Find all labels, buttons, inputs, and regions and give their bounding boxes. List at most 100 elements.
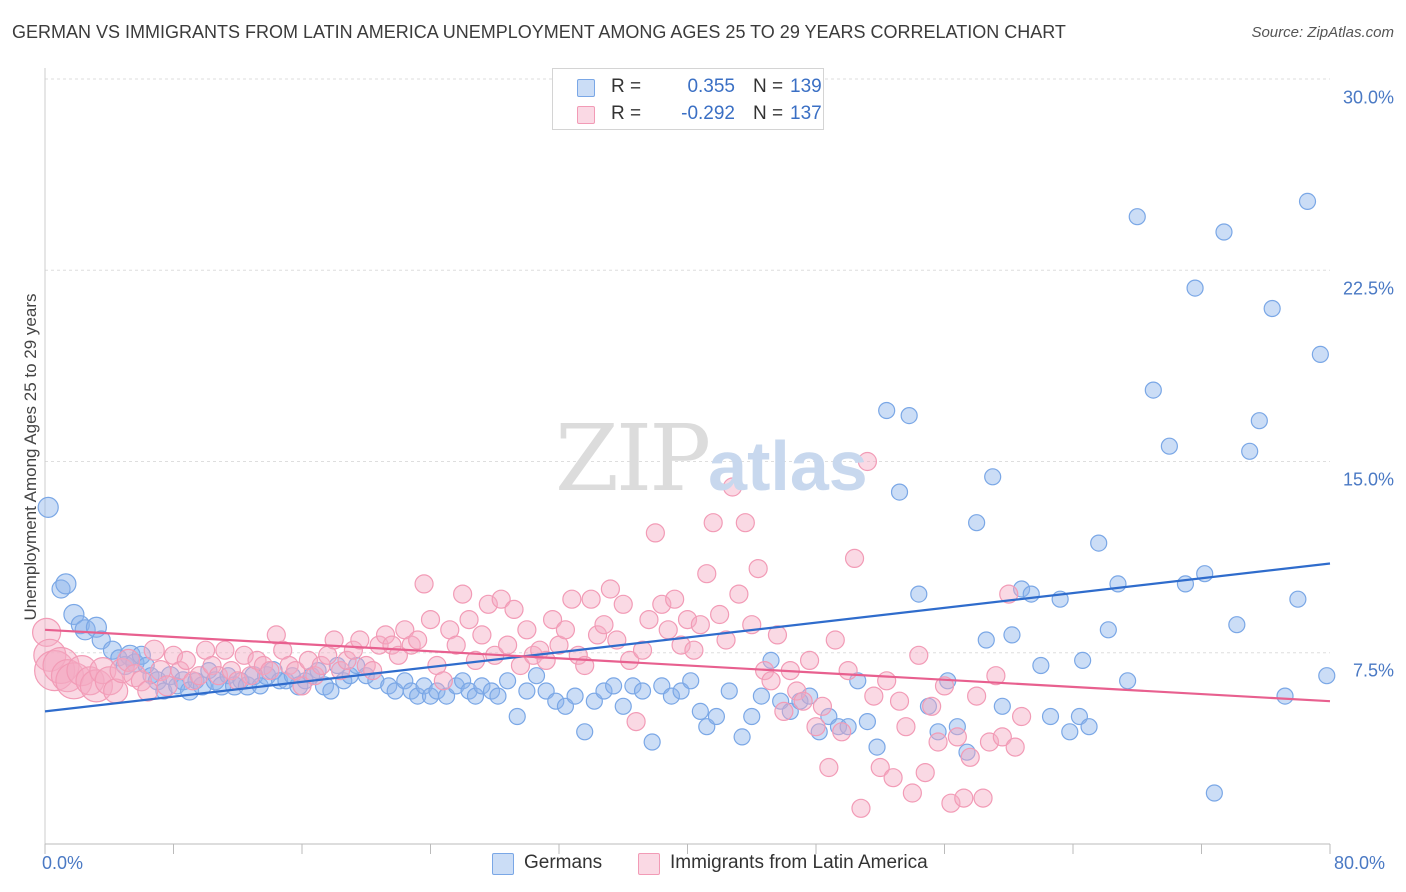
immigrant-point: [208, 666, 229, 686]
german-point: [508, 707, 526, 726]
german-point: [518, 682, 536, 700]
german-point: [605, 677, 623, 695]
german-point: [499, 672, 517, 690]
immigrant-point: [774, 701, 794, 722]
german-point: [614, 697, 632, 715]
german-point: [37, 496, 59, 518]
german-point: [466, 687, 485, 705]
immigrant-point: [109, 657, 135, 684]
chart-source: Source: ZipAtlas.com: [1251, 24, 1394, 41]
immigrant-point: [311, 655, 331, 676]
german-point: [1205, 784, 1223, 802]
legend-r-value: 0.355: [687, 76, 735, 97]
x-tick-label: 80.0%: [1334, 853, 1386, 873]
immigrant-point: [838, 660, 858, 681]
german-point: [643, 733, 661, 751]
german-point: [595, 682, 613, 700]
immigrant-point: [375, 625, 396, 645]
german-point: [1241, 442, 1259, 460]
immigrant-point: [536, 650, 556, 671]
german-point: [720, 682, 738, 700]
german-point: [1318, 667, 1336, 685]
german-point: [752, 687, 770, 705]
immigrant-point: [620, 650, 640, 671]
german-point: [527, 667, 546, 685]
immigrant-point: [832, 722, 852, 742]
immigrant-point: [143, 639, 165, 661]
german-point: [707, 707, 726, 726]
immigrant-point: [915, 762, 935, 783]
immigrant-point: [999, 584, 1019, 604]
immigrant-point: [600, 579, 621, 599]
german-point: [1074, 651, 1092, 670]
legend-r-value: -0.292: [681, 103, 735, 124]
german-point: [1032, 656, 1050, 675]
immigrant-point: [66, 654, 98, 687]
immigrant-point: [819, 757, 839, 778]
german-point: [131, 645, 151, 665]
german-point: [1160, 437, 1178, 455]
legend-r-label: R =: [611, 76, 642, 97]
german-point: [1099, 621, 1117, 639]
german-point: [662, 687, 681, 705]
immigrant-point: [671, 635, 691, 655]
y-tick-label: 7.5%: [1352, 660, 1394, 681]
german-point: [415, 677, 433, 695]
immigrant-point: [130, 670, 152, 692]
immigrant-point: [555, 620, 576, 640]
immigrant-point: [806, 717, 826, 737]
german-point: [633, 682, 652, 700]
y-tick-label: 30.0%: [1342, 87, 1394, 108]
legend-swatch-germans: [577, 79, 595, 97]
immigrant-point: [799, 650, 820, 671]
immigrant-point: [851, 798, 871, 818]
series-label-immigrants: Immigrants from Latin America: [670, 852, 928, 873]
immigrant-point: [221, 660, 241, 681]
immigrant-point: [581, 589, 601, 609]
german-point: [576, 723, 594, 741]
german-point: [1119, 672, 1137, 690]
german-point: [1186, 279, 1204, 297]
immigrant-point: [922, 696, 942, 716]
immigrant-point: [542, 609, 563, 630]
immigrant-point: [594, 615, 614, 635]
immigrant-point: [170, 660, 190, 681]
immigrant-point: [116, 648, 141, 673]
immigrant-point: [928, 732, 948, 752]
german-trend-line: [44, 562, 1331, 713]
immigrant-point: [973, 788, 993, 808]
immigrant-point: [767, 625, 788, 645]
german-point: [155, 682, 173, 700]
immigrant-point: [934, 676, 955, 696]
legend-r-label: R =: [611, 103, 642, 124]
immigrant-point: [967, 686, 987, 706]
immigrant-point: [877, 671, 897, 691]
series-swatch-germans: [492, 853, 514, 875]
legend-n-value: 139: [790, 76, 822, 97]
german-point: [1250, 412, 1268, 430]
y-tick-label: 15.0%: [1342, 469, 1394, 490]
legend-swatch-immigrants: [577, 106, 595, 124]
immigrant-point: [189, 666, 209, 686]
german-point: [890, 483, 909, 501]
german-point: [63, 603, 85, 626]
german-point: [968, 514, 986, 532]
immigrant-trend-line: [44, 628, 1331, 703]
immigrant-point: [517, 620, 537, 640]
german-point: [1311, 345, 1329, 363]
german-point: [1080, 718, 1098, 736]
immigrant-point: [857, 451, 878, 472]
immigrant-point: [947, 727, 967, 747]
immigrant-point: [279, 655, 299, 676]
german-point: [849, 672, 867, 690]
german-point: [1003, 626, 1021, 644]
german-point: [1022, 585, 1040, 603]
series-swatch-immigrants: [638, 853, 660, 875]
immigrant-point: [562, 589, 582, 609]
legend-n-label: N =: [753, 76, 784, 97]
german-point: [1215, 223, 1233, 241]
immigrant-point: [652, 594, 672, 614]
german-point: [454, 672, 472, 690]
german-point: [1090, 534, 1108, 552]
immigrant-point: [864, 686, 884, 706]
